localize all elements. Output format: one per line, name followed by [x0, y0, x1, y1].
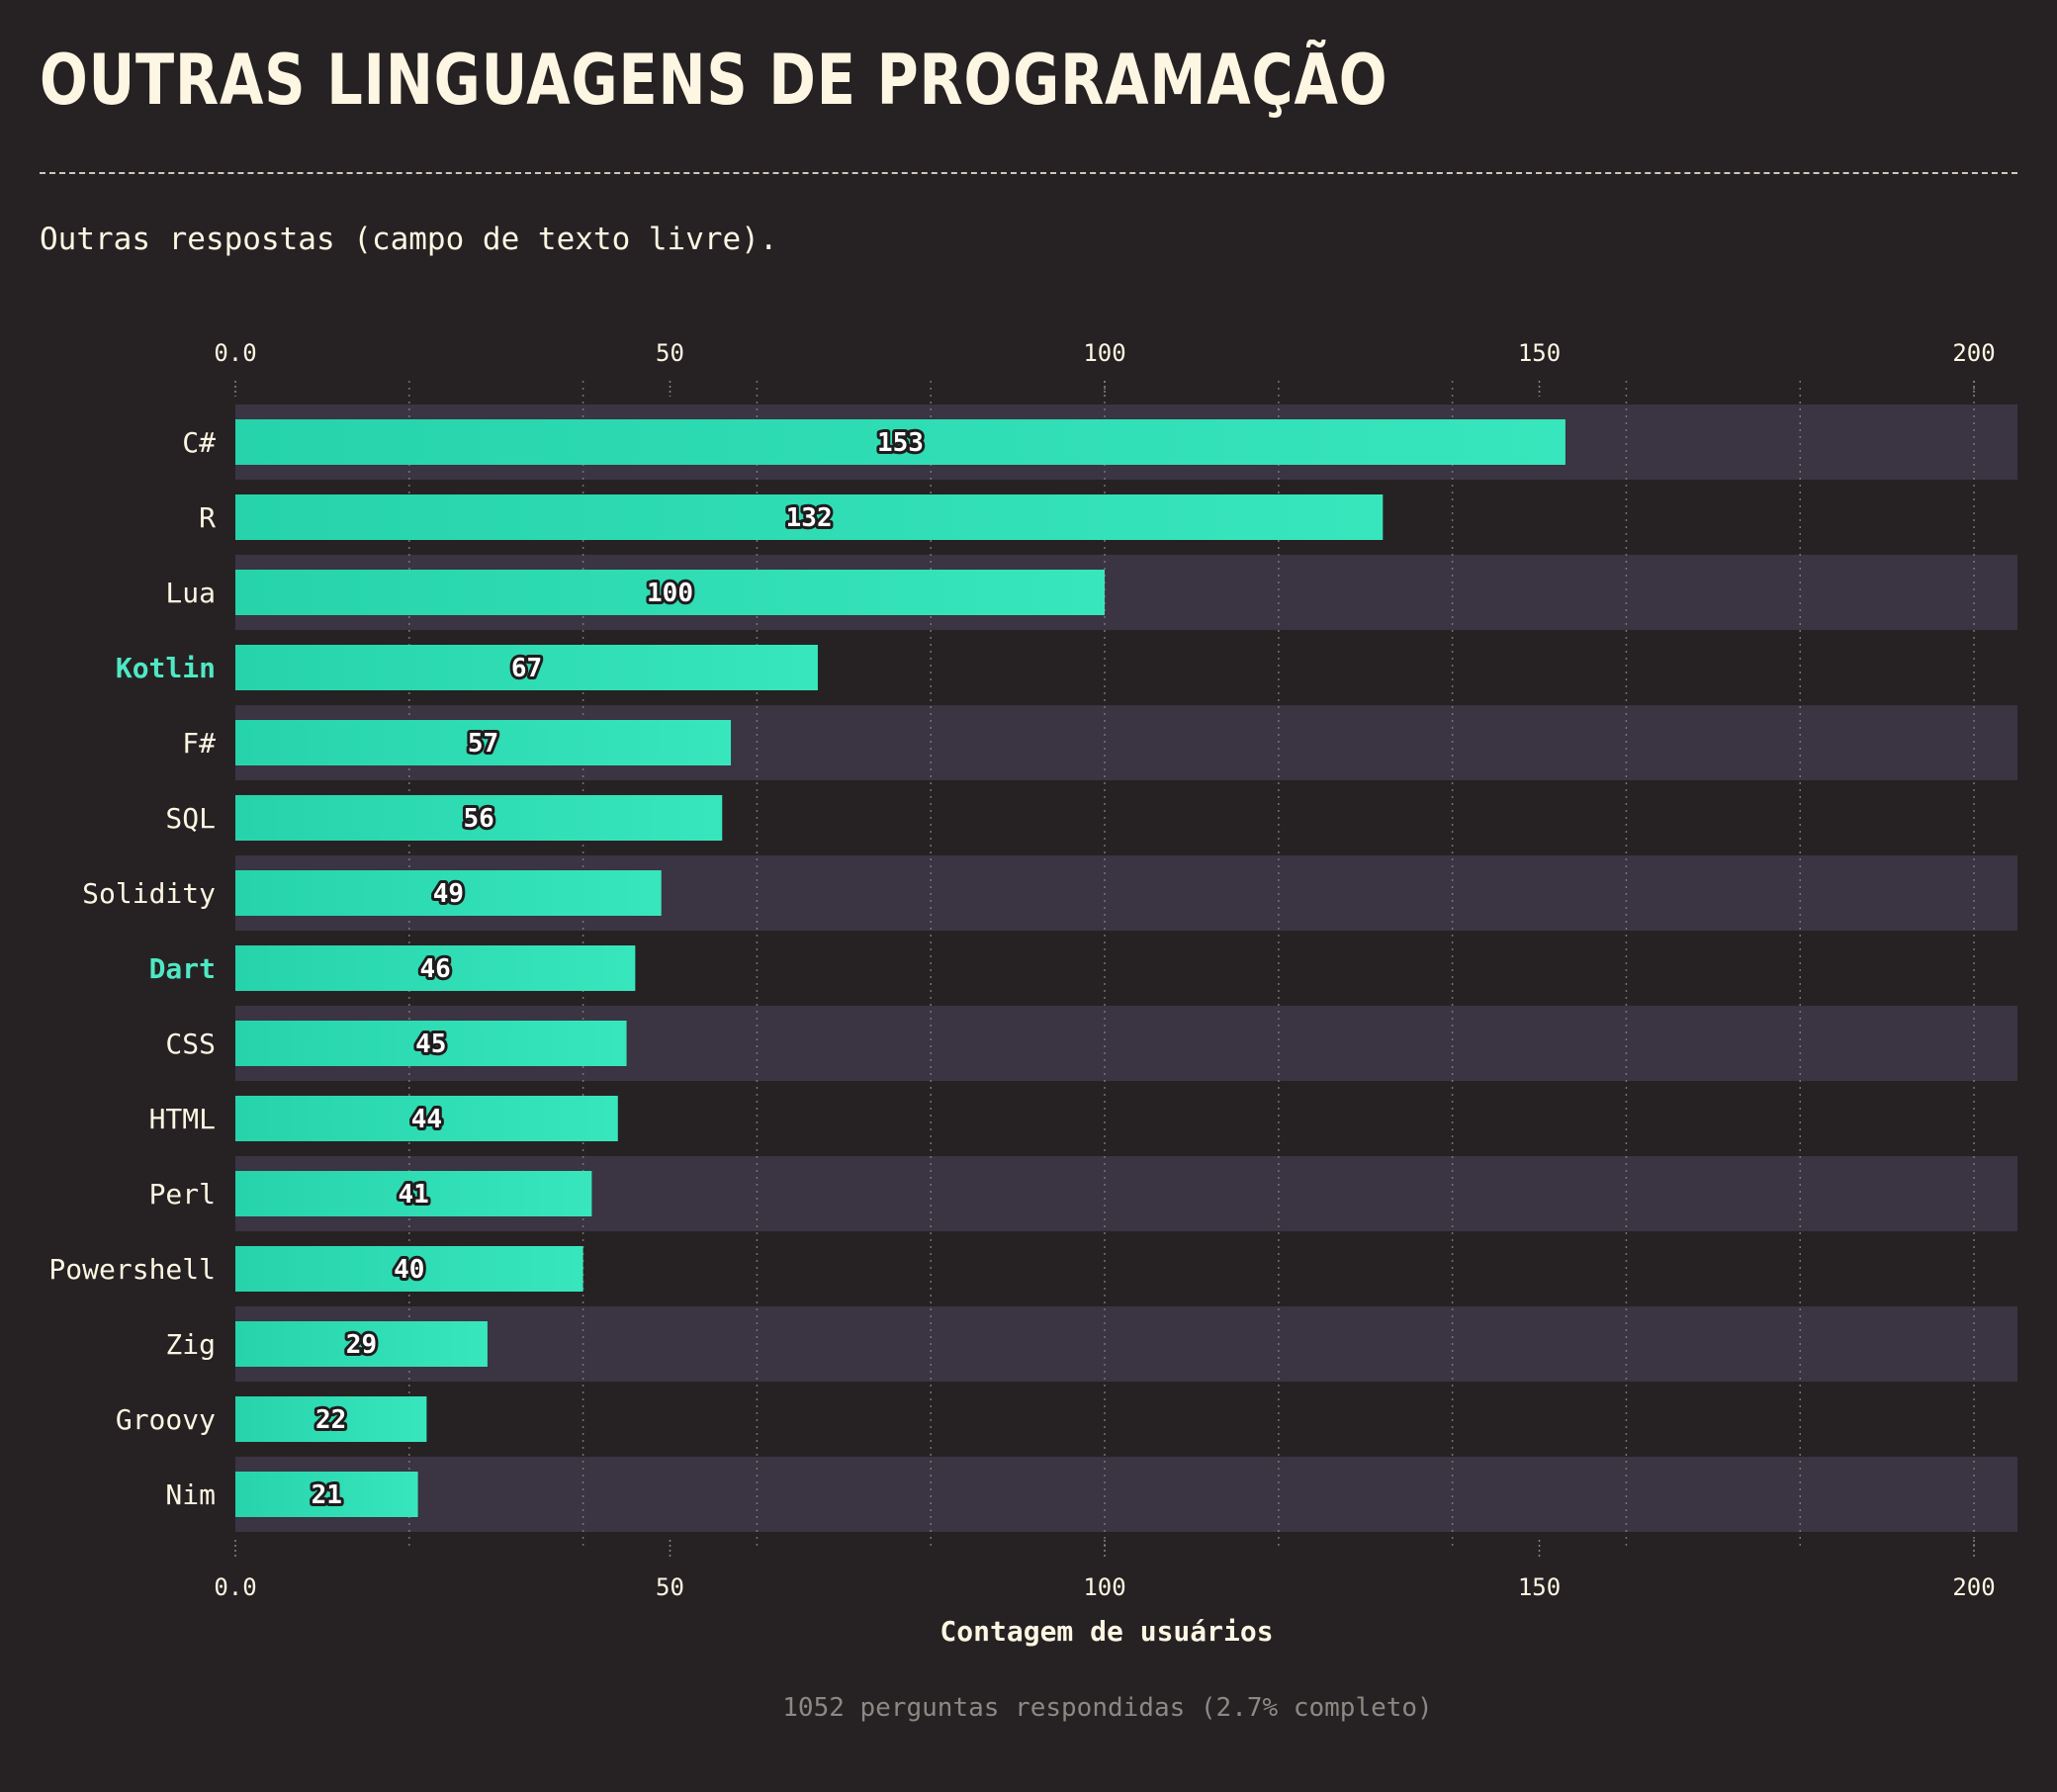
bar: [235, 494, 1384, 540]
title-divider: [40, 172, 2017, 174]
bar: [235, 1321, 488, 1367]
bar: [235, 419, 1565, 465]
chart-title: OUTRAS LINGUAGENS DE PROGRAMAÇÃO: [40, 40, 1388, 121]
row-band: [235, 1306, 2017, 1382]
category-label: Lua: [165, 577, 216, 609]
category-label: CSS: [165, 1028, 216, 1060]
bar: [235, 1396, 427, 1442]
category-label: R: [199, 501, 216, 534]
x-tick-label-bottom: 150: [1518, 1573, 1561, 1601]
category-label: Nim: [165, 1478, 216, 1511]
category-label: Dart: [149, 952, 216, 985]
x-tick-label-top: 150: [1518, 339, 1561, 367]
category-label: HTML: [149, 1103, 216, 1135]
bar-value-label: 40: [394, 1255, 424, 1285]
x-tick-label-bottom: 100: [1083, 1573, 1125, 1601]
bar-value-label: 153: [877, 428, 924, 458]
bar-value-label: 46: [420, 954, 451, 984]
x-tick-label-bottom: 0.0: [214, 1573, 256, 1601]
row-band: [235, 1457, 2017, 1532]
bar: [235, 795, 723, 841]
bar-value-label: 57: [468, 729, 498, 759]
x-tick-label-bottom: 200: [1952, 1573, 1995, 1601]
category-label: F#: [182, 727, 216, 760]
bar: [235, 870, 662, 916]
category-label: Perl: [149, 1178, 216, 1210]
bar: [235, 945, 636, 991]
bar: [235, 1472, 418, 1517]
bar: [235, 1096, 618, 1141]
bar-value-label: 45: [415, 1030, 446, 1059]
bar-value-label: 22: [315, 1405, 346, 1435]
bar-value-label: 100: [647, 579, 693, 608]
x-axis-label: Contagem de usuários: [939, 1615, 1273, 1648]
footer-note: 1052 perguntas respondidas (2.7% complet…: [0, 1693, 2057, 1723]
category-label: Solidity: [82, 877, 216, 910]
footer-text: 1052 perguntas respondidas (2.7% complet…: [782, 1693, 1433, 1723]
bar: [235, 1021, 627, 1066]
x-tick-label-top: 200: [1952, 339, 1995, 367]
bar-value-label: 29: [346, 1330, 377, 1360]
bar-value-label: 21: [312, 1480, 342, 1510]
category-label: Zig: [165, 1328, 216, 1361]
chart-subtitle: Outras respostas (campo de texto livre).: [40, 222, 778, 257]
bar: [235, 570, 1106, 615]
bar: [235, 720, 732, 765]
bar: [235, 1246, 583, 1292]
category-label: SQL: [165, 802, 216, 835]
bar-value-label: 49: [433, 879, 464, 909]
x-tick-label-top: 0.0: [214, 339, 256, 367]
bar-chart: 153 C# 132 R 100 Lua 67 Kotlin 57 F# 56 SQL 49 Solidi…: [48, 339, 2017, 1648]
category-label: Groovy: [116, 1403, 216, 1436]
x-tick-label-bottom: 50: [656, 1573, 684, 1601]
bar-value-label: 67: [511, 654, 542, 683]
bar: [235, 645, 818, 690]
category-label: Powershell: [48, 1253, 216, 1286]
bar-value-label: 44: [411, 1105, 442, 1134]
bar-value-label: 41: [399, 1180, 429, 1210]
bar-value-label: 56: [463, 804, 493, 834]
bar: [235, 1171, 592, 1216]
category-label: C#: [182, 426, 216, 459]
x-tick-label-top: 100: [1083, 339, 1125, 367]
category-label: Kotlin: [116, 652, 216, 684]
x-tick-label-top: 50: [656, 339, 684, 367]
bar-value-label: 132: [786, 503, 833, 533]
